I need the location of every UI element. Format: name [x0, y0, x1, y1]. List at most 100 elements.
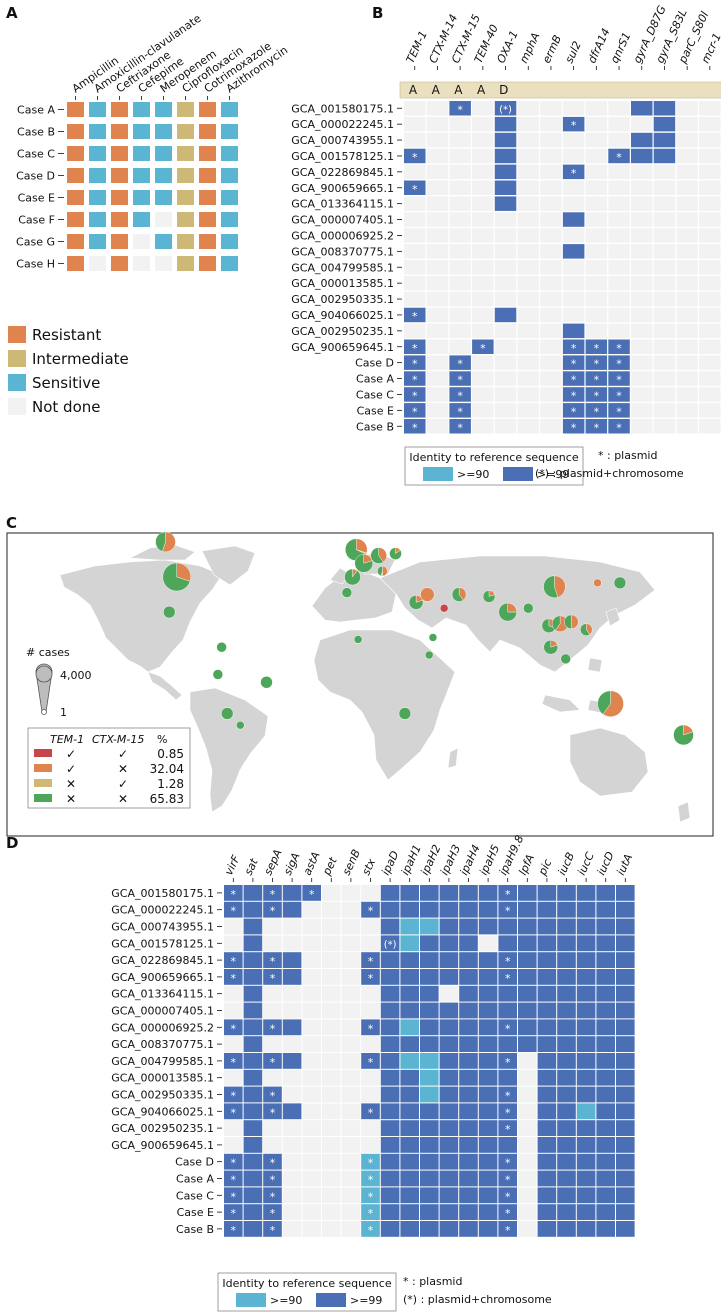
genome-label: Case B	[356, 420, 394, 433]
identity-cell	[224, 1103, 243, 1120]
identity-cell	[540, 355, 562, 370]
identity-cell	[478, 1187, 498, 1204]
gene-label: iucD	[595, 850, 617, 878]
identity-cell	[400, 1120, 419, 1136]
size-legend-small	[41, 709, 47, 715]
identity-cell	[478, 1221, 498, 1237]
identity-cell	[341, 1204, 361, 1220]
identity-cell	[585, 116, 608, 132]
plasmid-mark: *	[616, 342, 622, 355]
identity-cell	[653, 403, 676, 418]
identity-cell	[608, 355, 630, 370]
identity-cell	[472, 403, 494, 418]
identity-cell	[608, 291, 630, 307]
susceptibility-cell	[133, 124, 150, 139]
identity-cell	[478, 1204, 498, 1220]
identity-cell	[576, 985, 596, 1002]
identity-cell	[562, 291, 585, 307]
plasmid-mark: *	[505, 1106, 511, 1119]
identity-cell	[400, 1069, 419, 1086]
susceptibility-cell	[221, 146, 238, 161]
plasmid-mark: *	[594, 421, 600, 434]
genome-label: Case C	[356, 388, 394, 401]
panel-label-b: B	[372, 4, 383, 22]
identity-cell	[263, 1221, 282, 1237]
identity-cell	[282, 1120, 302, 1136]
identity-cell	[585, 244, 608, 259]
identity-cell	[699, 339, 721, 354]
identity-cell	[498, 935, 517, 952]
identity-cell	[616, 1019, 635, 1036]
identity-cell	[616, 985, 635, 1002]
plasmid-mark: *	[231, 1224, 237, 1237]
identity-cell	[518, 918, 537, 935]
identity-cell	[518, 1221, 537, 1237]
susceptibility-cell	[199, 190, 216, 205]
identity-cell	[439, 1103, 459, 1120]
plasmid-mark: *	[457, 374, 463, 387]
identity-cell	[596, 1002, 615, 1019]
size-legend-max-label: 4,000	[60, 669, 92, 682]
identity-cell	[498, 952, 517, 968]
identity-cell	[361, 1103, 380, 1120]
gene-label: stx	[359, 856, 378, 877]
identity-cell	[404, 260, 426, 275]
identity-cell	[426, 244, 449, 259]
identity-cell	[557, 952, 576, 968]
identity-cell	[472, 196, 494, 211]
identity-cell	[478, 1036, 498, 1052]
identity-cell	[537, 1170, 557, 1187]
identity-cell	[380, 1069, 400, 1086]
identity-cell	[699, 196, 721, 211]
pie-slice	[162, 562, 191, 592]
identity-cell	[361, 918, 380, 935]
genome-label: GCA_004799585.1	[111, 1055, 214, 1068]
identity-cell	[517, 371, 539, 386]
identity-cell	[404, 101, 426, 116]
susceptibility-cell	[67, 212, 84, 227]
identity-cell	[562, 260, 585, 275]
identity-cell	[631, 323, 653, 339]
identity-cell	[596, 1019, 615, 1036]
susceptibility-cell	[111, 256, 128, 271]
identity-cell	[341, 1187, 361, 1204]
genome-label: GCA_900659645.1	[291, 341, 394, 354]
identity-cell	[518, 1019, 537, 1036]
identity-cell	[653, 291, 676, 307]
identity-cell	[699, 355, 721, 370]
identity-cell	[224, 1036, 243, 1052]
plasmid-mark: *	[571, 167, 577, 180]
identity-cell	[449, 387, 471, 402]
identity-cell	[282, 1153, 302, 1170]
gene-legend-ctxm15: ✕	[118, 762, 128, 776]
pie-slice	[602, 690, 624, 717]
plasmid-mark: *	[270, 905, 276, 918]
identity-cell	[263, 1086, 282, 1103]
identity-swatch-90	[423, 467, 453, 481]
identity-cell	[426, 387, 449, 402]
identity-cell	[400, 918, 419, 935]
plasmid-mark: *	[412, 421, 418, 434]
identity-cell	[224, 969, 243, 985]
identity-cell	[361, 1053, 380, 1069]
genome-label: GCA_013364115.1	[111, 988, 214, 1001]
identity-cell	[243, 1103, 263, 1120]
susceptibility-cell	[67, 102, 84, 117]
genome-label: GCA_002950235.1	[111, 1122, 214, 1135]
identity-cell	[380, 1221, 400, 1237]
legend-swatch	[8, 374, 26, 391]
identity-cell	[224, 1120, 243, 1136]
identity-cell	[439, 918, 459, 935]
identity-cell	[585, 387, 608, 402]
panel-c-map: # cases 4,000 1 TEM-1 CTX-M-15 % ✓ ✓ 0.85✓…	[6, 531, 714, 837]
identity-cell	[562, 387, 585, 402]
identity-cell	[400, 1137, 419, 1153]
genome-label: GCA_904066025.1	[111, 1105, 214, 1118]
identity-cell	[282, 1103, 302, 1120]
identity-cell	[699, 323, 721, 339]
identity-cell	[341, 901, 361, 918]
identity-legend-title: Identity to reference sequence	[222, 1277, 391, 1290]
identity-cell	[676, 307, 698, 323]
identity-cell	[562, 196, 585, 211]
